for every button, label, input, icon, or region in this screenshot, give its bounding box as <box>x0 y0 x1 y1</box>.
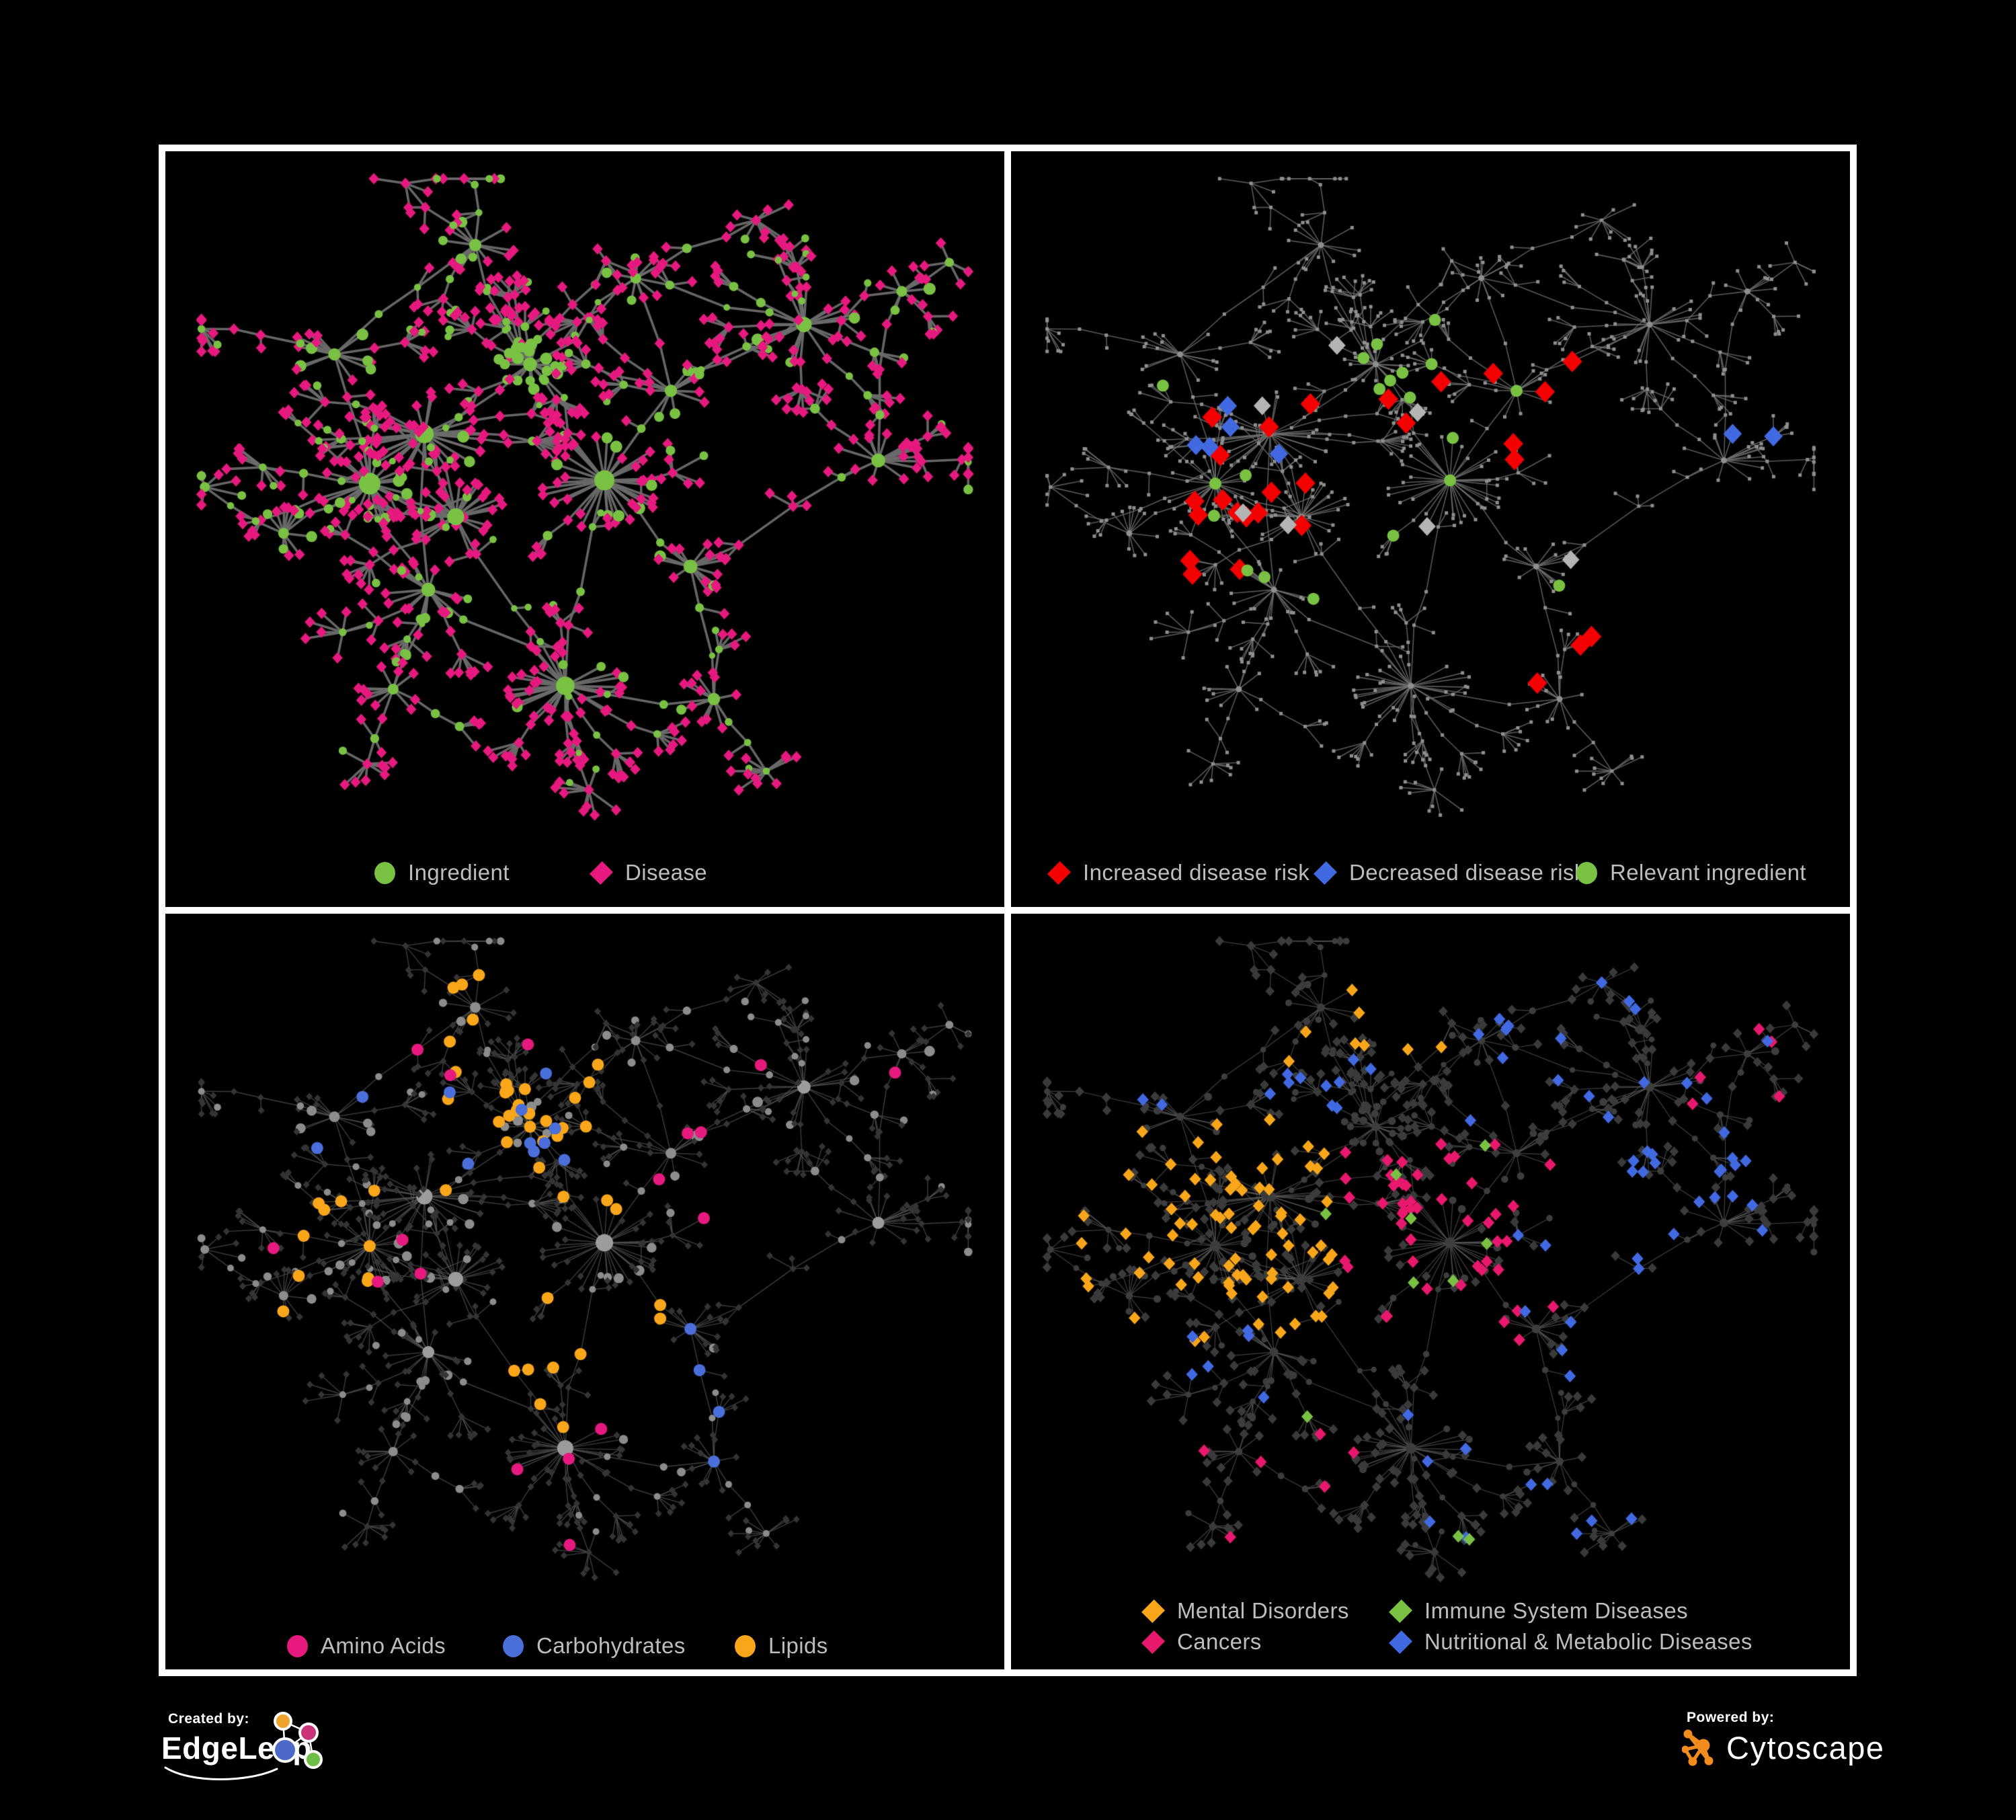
diamond-marker-icon <box>590 861 613 885</box>
legend-item-increased-disease-risk: Increased disease risk <box>1047 859 1310 887</box>
circle-marker-icon <box>287 1634 308 1657</box>
diamond-marker-icon <box>1141 1599 1165 1623</box>
legend-item-decreased-disease-risk: Decreased disease risk <box>1314 859 1586 887</box>
panel-disease-risk: Increased disease risk Decreased disease … <box>1011 151 1850 907</box>
circle-marker-icon <box>374 861 395 884</box>
diamond-marker-icon <box>1141 1630 1165 1654</box>
legend-label: Mental Disorders <box>1177 1598 1349 1623</box>
legend-label: Disease <box>625 860 708 885</box>
cytoscape-wordmark: Cytoscape <box>1726 1729 1885 1766</box>
legend-disease-classes: Mental Disorders Immune System Diseases Ca… <box>1011 1597 1850 1664</box>
legend-label: Increased disease risk <box>1083 860 1310 885</box>
diamond-marker-icon <box>1047 861 1071 885</box>
legend-label: Amino Acids <box>321 1633 446 1658</box>
network-graph-ingredient-disease <box>165 151 1004 907</box>
circle-marker-icon <box>1576 861 1597 884</box>
panel-nutrient-classes: Amino Acids Carbohydrates Lipids <box>165 914 1004 1669</box>
legend-ingredient-disease: Ingredient Disease <box>165 859 1004 907</box>
legend-label: Immune System Diseases <box>1424 1598 1689 1623</box>
network-graph-nutrient-classes <box>165 914 1004 1669</box>
legend-label: Decreased disease risk <box>1349 860 1586 885</box>
cytoscape-branding: Powered by: Cytoscape <box>1682 1710 1951 1797</box>
legend-item-ingredient: Ingredient <box>374 859 510 887</box>
powered-by-label: Powered by: <box>1687 1710 1775 1725</box>
legend-item-relevant-ingredient: Relevant ingredient <box>1576 859 1806 887</box>
legend-label: Lipids <box>768 1633 828 1658</box>
circle-marker-icon <box>735 1634 756 1657</box>
legend-item-amino-acids: Amino Acids <box>287 1632 446 1660</box>
legend-label: Nutritional & Metabolic Diseases <box>1424 1629 1752 1654</box>
legend-item-disease: Disease <box>590 859 707 887</box>
legend-nutrient-classes: Amino Acids Carbohydrates Lipids <box>165 1632 1004 1669</box>
circle-marker-icon <box>503 1634 524 1657</box>
legend-item-nutritional-metabolic-diseases: Nutritional & Metabolic Diseases <box>1389 1628 1752 1656</box>
edgeleap-branding: Created by: EdgeLeap <box>161 1711 390 1812</box>
panel-ingredient-disease: Ingredient Disease <box>165 151 1004 907</box>
edgeleap-wordmark: EdgeLeap <box>161 1731 312 1766</box>
diamond-marker-icon <box>1389 1599 1412 1623</box>
legend-item-lipids: Lipids <box>735 1632 828 1660</box>
legend-label: Relevant ingredient <box>1610 860 1806 885</box>
legend-item-carbohydrates: Carbohydrates <box>503 1632 686 1660</box>
panel-disease-classes: Mental Disorders Immune System Diseases Ca… <box>1011 914 1850 1669</box>
network-graph-disease-classes <box>1011 914 1850 1669</box>
legend-item-immune-system-diseases: Immune System Diseases <box>1389 1597 1688 1625</box>
legend-label: Ingredient <box>408 860 510 885</box>
legend-label: Carbohydrates <box>536 1633 686 1658</box>
legend-item-mental-disorders: Mental Disorders <box>1141 1597 1349 1625</box>
diamond-marker-icon <box>1389 1630 1412 1654</box>
network-graph-disease-risk <box>1011 151 1850 907</box>
legend-disease-risk: Increased disease risk Decreased disease … <box>1011 859 1850 907</box>
cytoscape-logo-icon <box>1682 1729 1713 1766</box>
diamond-marker-icon <box>1314 861 1337 885</box>
legend-label: Cancers <box>1177 1629 1262 1654</box>
created-by-label: Created by: <box>168 1711 250 1727</box>
legend-item-cancers: Cancers <box>1141 1628 1262 1656</box>
figure-board: Ingredient Disease Increased disease risk… <box>159 145 1857 1676</box>
